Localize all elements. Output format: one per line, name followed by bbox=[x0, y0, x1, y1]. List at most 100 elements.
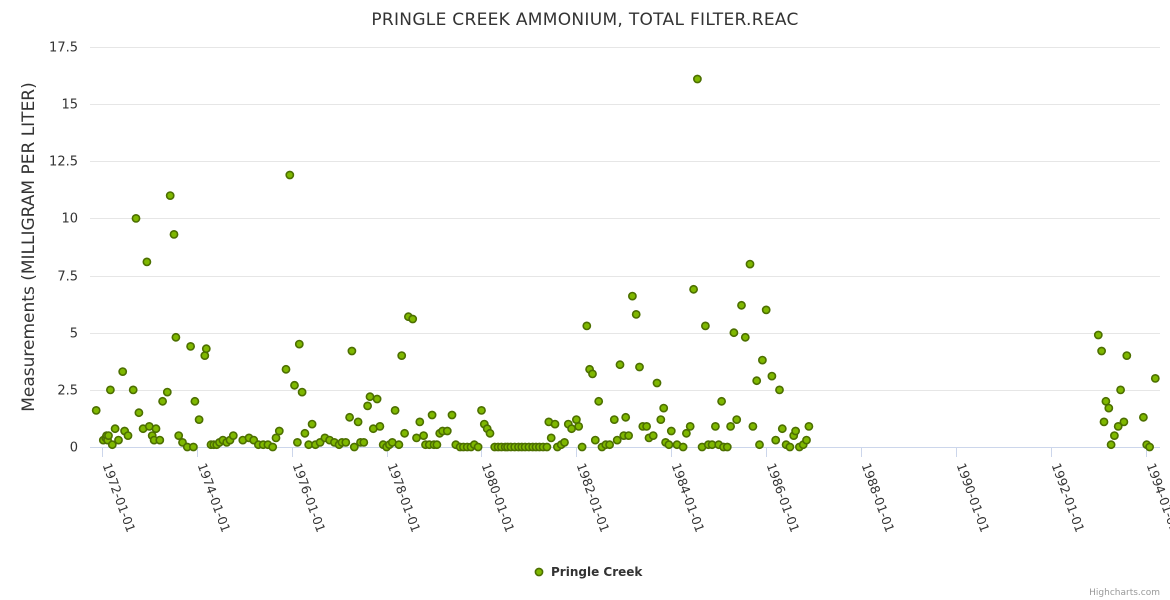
data-point[interactable] bbox=[419, 431, 428, 440]
data-point[interactable] bbox=[542, 442, 552, 452]
data-point[interactable] bbox=[1150, 373, 1160, 383]
data-point[interactable] bbox=[359, 437, 369, 447]
data-point[interactable] bbox=[1097, 346, 1106, 356]
data-point[interactable] bbox=[656, 415, 666, 424]
data-point[interactable] bbox=[771, 435, 781, 445]
data-point[interactable] bbox=[447, 410, 457, 420]
data-point[interactable] bbox=[804, 421, 814, 431]
data-point[interactable] bbox=[349, 442, 359, 452]
data-point[interactable] bbox=[363, 401, 372, 411]
data-point[interactable] bbox=[281, 364, 291, 374]
data-point[interactable] bbox=[307, 419, 317, 429]
data-point[interactable] bbox=[107, 440, 117, 450]
data-point[interactable] bbox=[1139, 412, 1148, 422]
data-point[interactable] bbox=[590, 435, 600, 445]
data-point[interactable] bbox=[162, 387, 172, 397]
data-point[interactable] bbox=[605, 440, 614, 450]
data-point[interactable] bbox=[294, 339, 304, 349]
data-point[interactable] bbox=[397, 351, 407, 360]
data-point[interactable] bbox=[155, 435, 165, 445]
data-point[interactable] bbox=[200, 351, 210, 360]
data-point[interactable] bbox=[194, 415, 204, 424]
data-point[interactable] bbox=[748, 421, 758, 431]
data-point[interactable] bbox=[631, 309, 641, 319]
data-point[interactable] bbox=[104, 431, 113, 440]
data-point[interactable] bbox=[652, 378, 662, 388]
data-point[interactable] bbox=[114, 435, 123, 445]
data-point[interactable] bbox=[118, 367, 128, 376]
data-point[interactable] bbox=[1145, 442, 1154, 452]
data-point[interactable] bbox=[1113, 421, 1123, 431]
data-point[interactable] bbox=[594, 396, 604, 406]
data-point[interactable] bbox=[158, 396, 167, 406]
data-point[interactable] bbox=[1106, 440, 1116, 450]
data-point[interactable] bbox=[171, 332, 181, 342]
legend-item-pringle-creek[interactable]: Pringle Creek bbox=[551, 565, 643, 579]
data-point[interactable] bbox=[123, 431, 133, 440]
data-point[interactable] bbox=[292, 437, 302, 447]
data-point[interactable] bbox=[689, 284, 698, 294]
data-point[interactable] bbox=[427, 410, 437, 420]
data-point[interactable] bbox=[128, 385, 138, 395]
data-point[interactable] bbox=[758, 355, 767, 365]
data-point[interactable] bbox=[732, 415, 742, 424]
data-point[interactable] bbox=[174, 431, 184, 440]
data-point[interactable] bbox=[550, 419, 560, 429]
data-point[interactable] bbox=[621, 412, 631, 422]
data-point[interactable] bbox=[659, 403, 669, 413]
data-point[interactable] bbox=[106, 385, 115, 395]
data-point[interactable] bbox=[1122, 351, 1132, 360]
data-point[interactable] bbox=[791, 426, 800, 436]
data-point[interactable] bbox=[228, 431, 238, 440]
data-point[interactable] bbox=[297, 387, 307, 397]
data-point[interactable] bbox=[408, 314, 418, 324]
data-point[interactable] bbox=[268, 442, 278, 452]
data-point[interactable] bbox=[473, 442, 483, 452]
data-point[interactable] bbox=[1099, 417, 1109, 427]
data-point[interactable] bbox=[717, 396, 726, 406]
data-point[interactable] bbox=[693, 74, 702, 84]
data-point[interactable] bbox=[412, 433, 421, 443]
data-point[interactable] bbox=[546, 433, 556, 443]
data-point[interactable] bbox=[612, 435, 622, 445]
data-point[interactable] bbox=[91, 405, 101, 415]
data-point[interactable] bbox=[609, 415, 619, 424]
data-point[interactable] bbox=[285, 170, 295, 180]
data-point[interactable] bbox=[726, 421, 735, 431]
data-point[interactable] bbox=[711, 421, 720, 431]
data-point[interactable] bbox=[134, 408, 144, 418]
data-point[interactable] bbox=[666, 426, 676, 436]
data-point[interactable] bbox=[582, 321, 592, 331]
data-point[interactable] bbox=[1119, 417, 1129, 427]
data-point[interactable] bbox=[345, 412, 354, 422]
data-point[interactable] bbox=[729, 328, 739, 338]
data-point[interactable] bbox=[290, 380, 299, 390]
data-point[interactable] bbox=[341, 437, 351, 447]
data-point[interactable] bbox=[390, 405, 400, 415]
data-point[interactable] bbox=[1116, 385, 1125, 395]
data-point[interactable] bbox=[151, 424, 161, 434]
data-point[interactable] bbox=[642, 421, 651, 431]
data-point[interactable] bbox=[165, 191, 175, 200]
data-point[interactable] bbox=[678, 442, 688, 452]
data-point[interactable] bbox=[761, 305, 771, 315]
data-point[interactable] bbox=[131, 213, 141, 223]
legend[interactable]: Pringle Creek bbox=[534, 565, 643, 579]
data-point[interactable] bbox=[432, 440, 442, 450]
data-point[interactable] bbox=[375, 421, 385, 431]
data-point[interactable] bbox=[701, 321, 710, 331]
data-point[interactable] bbox=[188, 442, 198, 452]
data-point[interactable] bbox=[169, 229, 179, 239]
data-point[interactable] bbox=[574, 421, 584, 431]
data-point[interactable] bbox=[415, 417, 425, 427]
data-point[interactable] bbox=[737, 300, 746, 310]
data-point[interactable] bbox=[201, 344, 211, 354]
data-point[interactable] bbox=[400, 428, 409, 438]
data-point[interactable] bbox=[615, 360, 625, 370]
data-point[interactable] bbox=[567, 424, 576, 434]
data-point[interactable] bbox=[186, 341, 195, 351]
data-point[interactable] bbox=[722, 442, 732, 452]
data-point[interactable] bbox=[1093, 330, 1103, 340]
data-point[interactable] bbox=[142, 257, 152, 267]
data-point[interactable] bbox=[485, 428, 495, 438]
